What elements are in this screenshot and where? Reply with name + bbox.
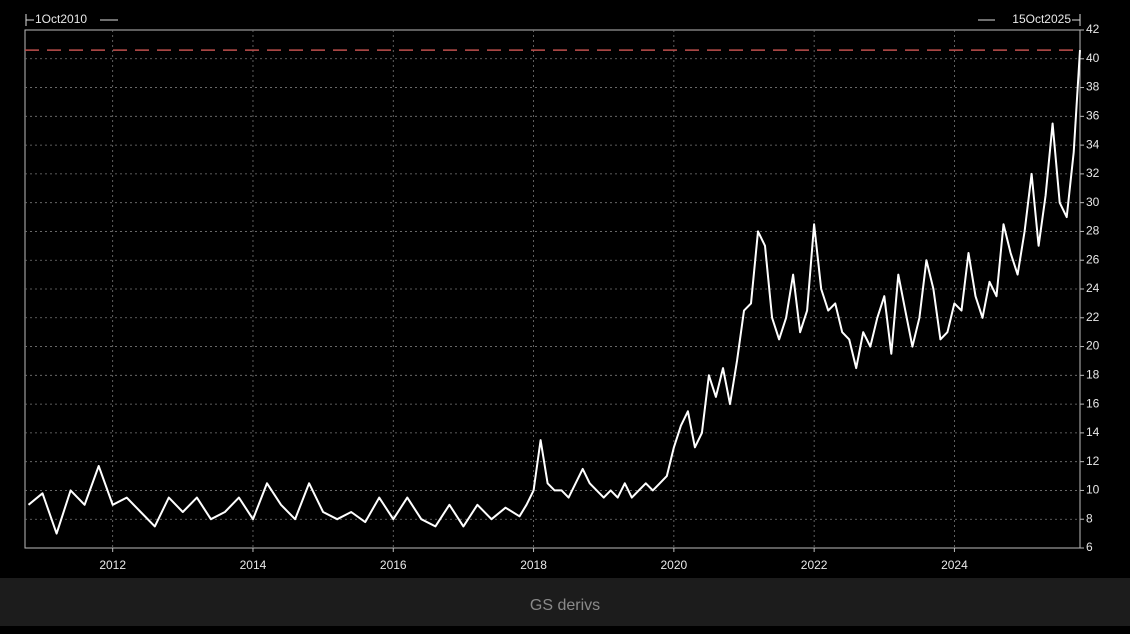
y-tick-label: 16 bbox=[1086, 396, 1100, 410]
y-tick-label: 42 bbox=[1086, 22, 1100, 36]
y-tick-label: 8 bbox=[1086, 511, 1093, 525]
y-tick-label: 40 bbox=[1086, 51, 1100, 65]
y-tick-label: 14 bbox=[1086, 425, 1100, 439]
y-tick-label: 24 bbox=[1086, 281, 1100, 295]
y-tick-label: 38 bbox=[1086, 80, 1100, 94]
data-line bbox=[27, 50, 1081, 535]
y-tick-label: 30 bbox=[1086, 195, 1100, 209]
start-date-label: 1Oct2010 bbox=[35, 12, 87, 26]
y-tick-label: 6 bbox=[1086, 540, 1093, 554]
y-tick-label: 26 bbox=[1086, 252, 1100, 266]
end-date-label: 15Oct2025 bbox=[1012, 12, 1071, 26]
y-tick-label: 12 bbox=[1086, 454, 1100, 468]
x-tick-label: 2024 bbox=[941, 558, 968, 572]
y-tick-label: 20 bbox=[1086, 339, 1100, 353]
x-tick-label: 2018 bbox=[520, 558, 547, 572]
chart: 1Oct2010 15Oct2025 681012141618202224262… bbox=[24, 12, 1100, 572]
y-tick-label: 34 bbox=[1086, 137, 1100, 151]
y-tick-label: 18 bbox=[1086, 368, 1100, 382]
x-tick-label: 2012 bbox=[99, 558, 126, 572]
x-tick-label: 2014 bbox=[240, 558, 267, 572]
y-tick-label: 28 bbox=[1086, 224, 1100, 238]
caption: GS derivs bbox=[0, 578, 1130, 626]
y-tick-label: 10 bbox=[1086, 483, 1100, 497]
x-tick-label: 2016 bbox=[380, 558, 407, 572]
y-tick-label: 36 bbox=[1086, 109, 1100, 123]
y-tick-label: 32 bbox=[1086, 166, 1100, 180]
y-tick-label: 22 bbox=[1086, 310, 1100, 324]
x-tick-label: 2022 bbox=[801, 558, 828, 572]
x-tick-label: 2020 bbox=[661, 558, 688, 572]
